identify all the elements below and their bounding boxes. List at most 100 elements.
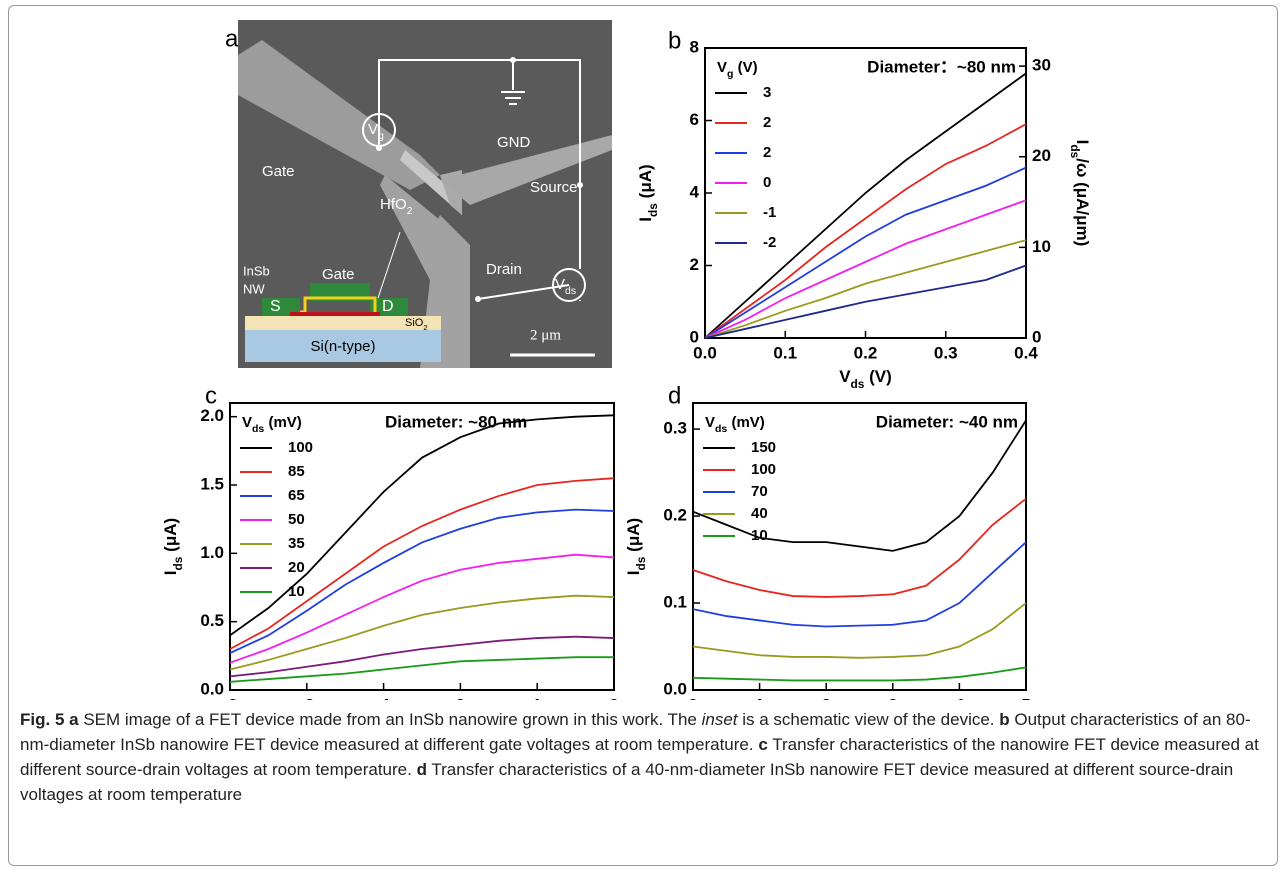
data-line: [229, 635, 615, 678]
caption-text: Fig. 5: [20, 710, 65, 729]
data-line: [229, 594, 615, 671]
legend-label: 70: [751, 483, 768, 500]
y-tick-label: 1.0: [200, 543, 224, 562]
legend-label: -1: [763, 204, 776, 221]
data-line: [704, 264, 1027, 339]
caption-text: b: [999, 710, 1010, 729]
y-tick-label: 6: [690, 110, 699, 129]
plot-frame: [692, 402, 1027, 691]
legend-label: 100: [751, 461, 776, 478]
label-part: I: [636, 217, 655, 222]
legend-label: 100: [288, 439, 313, 456]
gate-label: Gate: [262, 163, 295, 180]
x-tick-label: 1: [755, 695, 764, 700]
x-tick-label: -1: [376, 695, 391, 700]
x-tick-label: -2: [299, 695, 314, 700]
label-part: V: [555, 276, 565, 293]
legend-label: 2: [763, 114, 771, 131]
vg-label: Vg: [368, 121, 384, 142]
y-tick-label: 2.0: [200, 406, 224, 425]
label-part: 2: [423, 323, 427, 332]
caption: Fig. 5 a SEM image of a FET device made …: [20, 707, 1270, 807]
label-part: I: [624, 570, 643, 575]
x-tick-label: 0.0: [693, 343, 717, 362]
label-part: (μA): [161, 518, 180, 557]
vds-label: Vds: [555, 276, 576, 297]
label-part: V: [242, 414, 252, 431]
d-label: D: [382, 298, 394, 315]
y2-tick-label: 0: [1032, 327, 1041, 346]
scale-label: 2 μm: [530, 327, 561, 343]
label-part: V: [368, 121, 378, 138]
legend-label: 2: [763, 144, 771, 161]
y-tick-label: 0.1: [663, 593, 687, 612]
s-label: S: [270, 298, 281, 315]
caption-text: Transfer characteristics of a 40-nm-diam…: [20, 760, 1234, 804]
figure-frame: [8, 5, 1278, 866]
label-part: V: [705, 414, 715, 431]
y-tick-label: 2: [690, 255, 699, 274]
source-label: Source: [530, 179, 578, 196]
x-tick-label: 0: [688, 695, 697, 700]
panel-label: b: [668, 27, 681, 54]
insb-label: InSb: [243, 263, 270, 278]
label-part: (μA): [624, 518, 643, 557]
legend-label: 150: [751, 439, 776, 456]
label-part: ds: [646, 203, 660, 217]
data-line: [704, 199, 1027, 339]
label-part: /ω (μA/μm): [1073, 158, 1092, 246]
legend-label: 10: [751, 527, 768, 544]
data-line: [229, 414, 615, 637]
y-axis-label: Ids (μA): [636, 164, 660, 221]
x-tick-label: -3: [222, 695, 237, 700]
y-tick-label: 0: [690, 327, 699, 346]
legend-label: 10: [288, 583, 305, 600]
label-part: V: [839, 367, 851, 386]
x-tick-label: 2: [609, 695, 618, 700]
annotation: Diameter：~80 nm: [867, 57, 1016, 76]
label-part: ds: [1068, 144, 1082, 158]
data-line: [704, 123, 1027, 339]
y-tick-label: 0.5: [200, 611, 224, 630]
sem-labels: Gate GND Source Drain Vg Vds HfO2 InSb N…: [243, 121, 578, 343]
data-line: [704, 72, 1027, 339]
y2-tick-label: 20: [1032, 146, 1051, 165]
hfo2-label: HfO2: [380, 196, 413, 217]
y-tick-label: 0.2: [663, 506, 687, 525]
label-part: 2: [407, 205, 413, 217]
inset-schematic: S D Gate SiO2 Si(n-type): [245, 231, 441, 362]
label-part: ds: [634, 556, 648, 570]
data-line: [692, 419, 1027, 552]
label-part: I: [1073, 140, 1092, 145]
label-part: ds: [851, 377, 865, 391]
x-tick-label: 0.1: [773, 343, 797, 362]
data-line: [704, 239, 1027, 339]
label-part: SiO: [405, 317, 424, 329]
data-line: [229, 508, 615, 654]
x-tick-label: 2: [821, 695, 830, 700]
data-line: [692, 541, 1027, 628]
label-part: (V): [864, 367, 891, 386]
caption-text: d: [416, 760, 427, 779]
label-part: ds: [565, 285, 576, 297]
data-line: [692, 602, 1027, 659]
label-part: ds: [171, 556, 185, 570]
caption-text: is a schematic view of the device.: [737, 710, 1000, 729]
y2-tick-label: 10: [1032, 237, 1051, 256]
legend-label: 40: [751, 505, 768, 522]
y2-tick-label: 30: [1032, 56, 1051, 75]
y-tick-label: 0.0: [200, 679, 224, 698]
label-part: g: [378, 130, 384, 142]
inset-gate-label: Gate: [322, 266, 355, 283]
y-tick-label: 0.3: [663, 419, 687, 438]
annotation: Diameter: ~40 nm: [876, 412, 1018, 431]
y-tick-label: 4: [690, 182, 700, 201]
caption-text: Output characteristics of an 80-nm-diame…: [20, 710, 1251, 754]
x-tick-label: 0.3: [934, 343, 958, 362]
data-line: [229, 553, 615, 664]
label-part: ds: [252, 423, 264, 435]
label-part: (V): [733, 59, 757, 76]
label-part: HfO: [380, 196, 407, 213]
y2-axis-label: Ids/ω (μA/μm): [1068, 140, 1092, 247]
